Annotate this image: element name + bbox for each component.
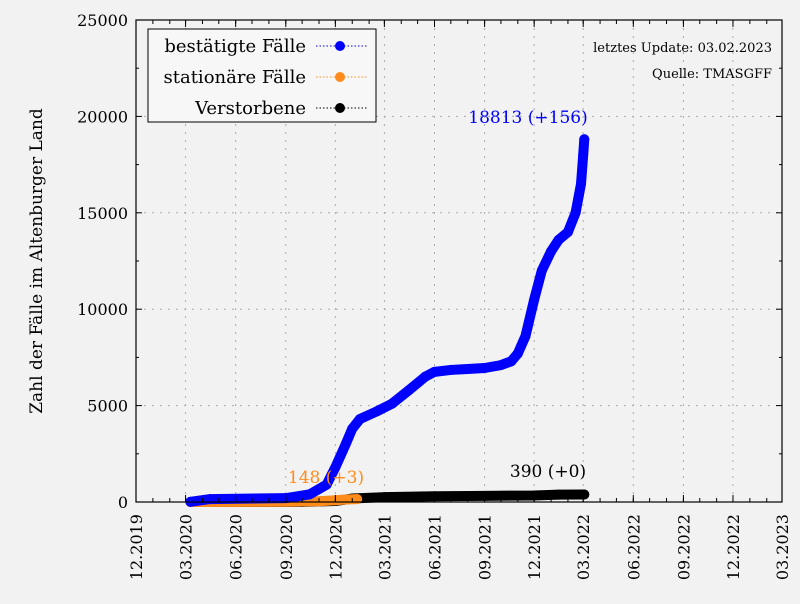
data-point bbox=[546, 246, 557, 257]
data-point bbox=[354, 414, 365, 425]
data-point bbox=[553, 234, 564, 245]
y-tick-label: 20000 bbox=[77, 107, 128, 126]
data-point bbox=[529, 294, 540, 305]
legend-marker bbox=[335, 72, 345, 82]
x-tick-label: 06.2021 bbox=[425, 514, 444, 580]
x-tick-label: 09.2022 bbox=[674, 514, 693, 580]
data-point bbox=[205, 494, 216, 505]
data-point bbox=[445, 364, 456, 375]
end-label: 18813 (+156) bbox=[468, 108, 587, 128]
legend-label: Verstorbene bbox=[194, 98, 306, 119]
x-tick-label: 09.2020 bbox=[277, 514, 296, 580]
x-tick-label: 12.2019 bbox=[127, 514, 146, 580]
x-tick-label: 06.2022 bbox=[624, 514, 643, 580]
plot-frame bbox=[135, 19, 783, 503]
legend-marker bbox=[335, 103, 345, 113]
legend-marker bbox=[335, 41, 345, 51]
x-tick-label: 09.2021 bbox=[476, 514, 495, 580]
x-tick-label: 12.2020 bbox=[326, 514, 345, 580]
data-point bbox=[578, 149, 589, 160]
x-tick-label: 03.2023 bbox=[773, 514, 792, 580]
data-point bbox=[387, 398, 398, 409]
data-point bbox=[495, 360, 506, 371]
y-axis-label: Zahl der Fälle im Altenburger Land bbox=[27, 108, 47, 414]
data-point bbox=[553, 489, 564, 500]
y-tick-label: 10000 bbox=[77, 300, 128, 319]
x-tick-label: 06.2020 bbox=[227, 514, 246, 580]
data-point bbox=[570, 207, 581, 218]
data-point bbox=[579, 134, 590, 145]
data-point bbox=[579, 489, 590, 500]
update-annotation: letztes Update: 03.02.2023 bbox=[593, 41, 772, 56]
x-tick-label: 12.2021 bbox=[525, 514, 544, 580]
data-point bbox=[347, 423, 358, 434]
data-point bbox=[340, 494, 351, 505]
y-tick-label: 25000 bbox=[77, 11, 128, 30]
data-point bbox=[340, 439, 351, 450]
data-point bbox=[321, 479, 332, 490]
data-point bbox=[330, 462, 341, 473]
data-point bbox=[429, 366, 440, 377]
data-point bbox=[520, 331, 531, 342]
data-point bbox=[576, 178, 587, 189]
source-annotation: Quelle: TMASGFF bbox=[652, 67, 772, 82]
axes: 0 5000 10000 15000 20000 25000 12.2019 03.2020 0… bbox=[77, 11, 792, 580]
legend-label: stationäre Fälle bbox=[164, 67, 307, 88]
data-point bbox=[371, 406, 382, 417]
y-tick-label: 15000 bbox=[77, 204, 128, 223]
data-point bbox=[352, 494, 363, 505]
y-tick-label: 0 bbox=[118, 493, 128, 512]
data-point bbox=[512, 348, 523, 359]
data-point bbox=[462, 363, 473, 374]
x-tick-label: 12.2022 bbox=[724, 514, 743, 580]
legend-label: bestätigte Fälle bbox=[164, 36, 306, 57]
x-tick-label: 03.2020 bbox=[177, 514, 196, 580]
data-point bbox=[506, 356, 517, 367]
data-point bbox=[479, 363, 490, 374]
y-tick-label: 5000 bbox=[87, 397, 128, 416]
data-point bbox=[403, 385, 414, 396]
data-point bbox=[562, 227, 573, 238]
data-point bbox=[536, 265, 547, 276]
x-tick-label: 03.2021 bbox=[375, 514, 394, 580]
end-label: 390 (+0) bbox=[510, 462, 586, 482]
legend: bestätigte Fälle stationäre Fälle Verstorb… bbox=[147, 28, 377, 123]
end-label: 148 (+3) bbox=[288, 468, 364, 488]
x-tick-label: 03.2022 bbox=[574, 514, 593, 580]
data-point bbox=[304, 489, 315, 500]
data-point bbox=[420, 371, 431, 382]
